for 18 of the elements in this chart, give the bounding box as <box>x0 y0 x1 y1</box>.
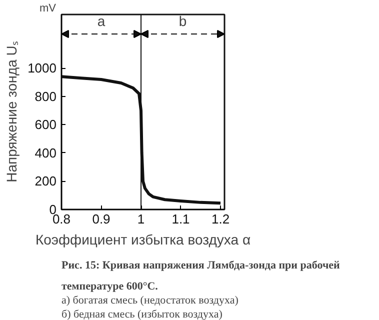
x-axis-title: Коэффициент избытка воздуха α <box>35 232 251 248</box>
x-tick-label: 1 <box>137 212 145 226</box>
x-tick-label: 1.2 <box>211 212 230 226</box>
text: б) бедная смесь (избыток воздуха) <box>62 308 223 320</box>
x-tick-label: 1.1 <box>172 212 190 226</box>
x-tick-label: 0.9 <box>92 212 110 226</box>
text: а) богатая смесь (недостаток воздуха) <box>62 294 239 306</box>
y-tick-label: 800 <box>34 88 57 104</box>
annotation: b <box>178 13 187 29</box>
y-tick-label: 1000 <box>28 60 56 76</box>
text: mV <box>40 2 57 14</box>
text: температуре 600°C. <box>62 280 158 292</box>
y-tick-label: 600 <box>34 117 57 132</box>
y-axis-title: Напряжение зонда Uₛ <box>4 42 20 182</box>
text: Рис. 15: Кривая напряжения Лямбда-зонда при рабочей <box>62 260 341 272</box>
y-tick-label: 200 <box>34 174 57 189</box>
annotation: a <box>97 13 106 29</box>
y-tick-label: 400 <box>34 145 57 160</box>
